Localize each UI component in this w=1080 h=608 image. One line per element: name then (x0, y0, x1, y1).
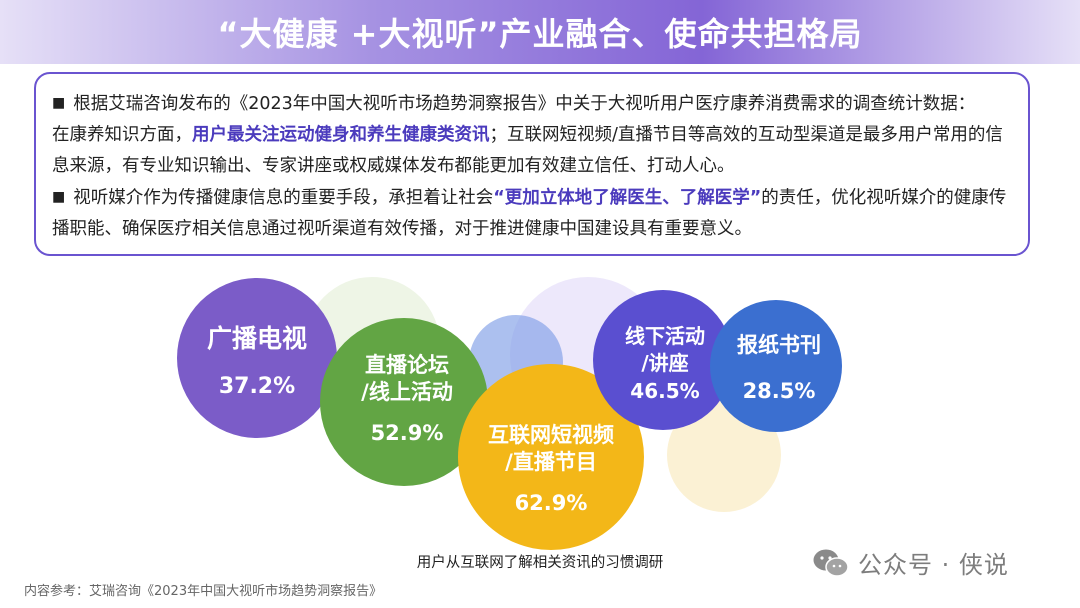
paragraph-2-rest: 的责任，优化视听媒介的健康传播职能、确保医疗相关信息通过视听渠道有效传播，对于推… (52, 188, 1007, 239)
square-bullet-icon: ■ (52, 95, 66, 111)
page-title: “大健康 +大视听”产业融合、使命共担格局 (217, 15, 863, 53)
bubble-label: /直播节目 (505, 450, 597, 474)
bubble-label: 报纸书刊 (737, 333, 821, 357)
bubble-label: 广播电视 (207, 324, 307, 353)
bubble-value: 62.9% (515, 491, 588, 515)
bubble-newspapers: 报纸书刊 28.5% (710, 300, 842, 432)
watermark: 公众号 · 侠说 (812, 545, 1009, 580)
bubble-value: 28.5% (743, 379, 816, 403)
bubble-circle (177, 278, 337, 438)
bubble-circle (710, 300, 842, 432)
bubble-label: 线下活动 (625, 324, 705, 348)
paragraph-1-highlight: 用户最关注运动健身和养生健康类资讯 (192, 125, 490, 145)
paragraph-2-highlight: “更加立体地了解医生、了解医学” (493, 188, 762, 208)
square-bullet-icon: ■ (52, 189, 66, 205)
paragraph-1-lead: 根据艾瑞咨询发布的《2023年中国大视听市场趋势洞察报告》中关于大视听用户医疗康… (73, 94, 976, 114)
paragraph-2: ■ 视听媒介作为传播健康信息的重要手段，承担着让社会“更加立体地了解医生、了解医学… (52, 182, 1012, 245)
bubble-label: /讲座 (641, 351, 688, 375)
bubble-value: 46.5% (630, 379, 699, 403)
bubble-value: 52.9% (371, 421, 444, 445)
title-banner: “大健康 +大视听”产业融合、使命共担格局 (0, 0, 1080, 64)
watermark-text: 公众号 · 侠说 (858, 551, 1009, 579)
bubble-circle (593, 290, 733, 430)
bubble-offline-events: 线下活动 /讲座 46.5% (593, 290, 733, 430)
bubble-label: /线上活动 (361, 380, 453, 404)
bubble-short-video: 互联网短视频 /直播节目 62.9% (458, 364, 644, 550)
source-note: 内容参考：艾瑞咨询《2023年中国大视听市场趋势洞察报告》 (24, 584, 383, 599)
paragraph-1-rest: ；互联网短视频/直播节目等高效的互动型渠道是最多用户常用的信息来源，有专业知识输… (52, 125, 1003, 176)
bubble-label: 直播论坛 (365, 353, 449, 377)
bubble-broadcast-tv: 广播电视 37.2% (177, 278, 337, 438)
bubble-label: 互联网短视频 (488, 423, 614, 447)
bubble-live-forum: 直播论坛 /线上活动 52.9% (320, 318, 488, 486)
diagram-caption: 用户从互联网了解相关资讯的习惯调研 (416, 555, 664, 571)
paragraph-2-lead: 视听媒介作为传播健康信息的重要手段，承担着让社会 (73, 188, 494, 208)
bubble-value: 37.2% (219, 374, 295, 399)
paragraph-1-mid: 在康养知识方面， (52, 125, 192, 145)
paragraph-1: ■ 根据艾瑞咨询发布的《2023年中国大视听市场趋势洞察报告》中关于大视听用户医疗… (52, 88, 1012, 182)
bubble-circle (320, 318, 488, 486)
summary-box: ■ 根据艾瑞咨询发布的《2023年中国大视听市场趋势洞察报告》中关于大视听用户医疗… (34, 72, 1030, 256)
wechat-icon (813, 549, 849, 577)
bubble-circle (458, 364, 644, 550)
